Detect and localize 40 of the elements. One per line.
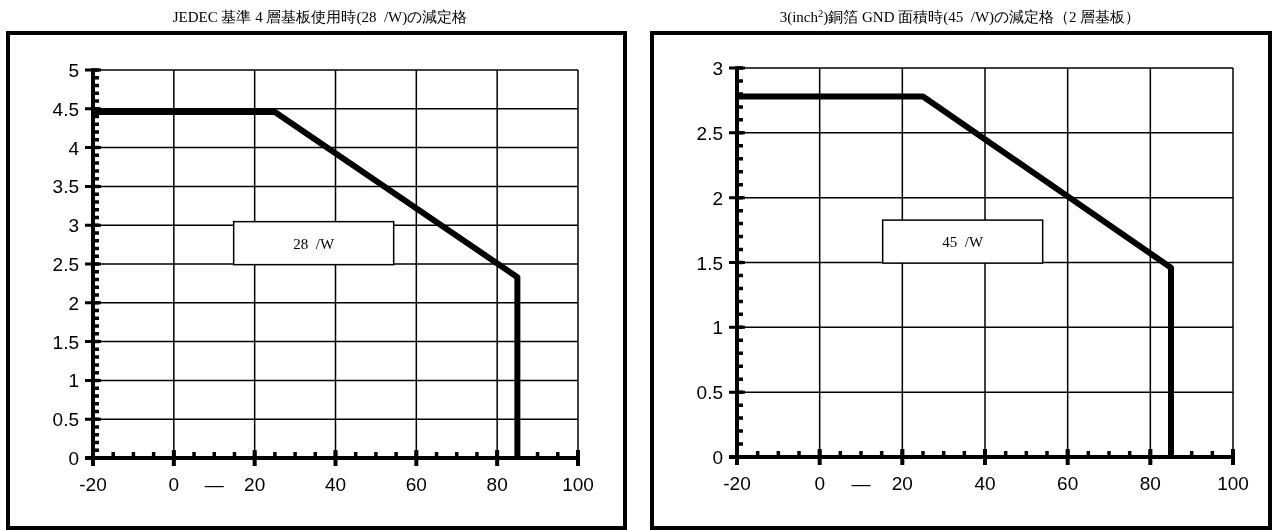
annotation: 28 /W (293, 235, 335, 252)
y-tick-label: 0 (712, 447, 723, 468)
y-tick-label: 3 (712, 58, 723, 79)
x-tick-label: 100 (562, 474, 594, 495)
x-tick-label: 60 (1057, 473, 1079, 494)
x-tick-label: 0 (168, 474, 180, 495)
x-tick-label: ― (851, 473, 871, 494)
chart-title: 3(inch$^{2}$)銅箔 GND 面積時(45 /W)の減定格（2 層基板） (779, 7, 1141, 26)
y-tick-label: 1.5 (52, 331, 79, 353)
x-tick-label: 40 (324, 474, 347, 495)
annotation-box: 45 /W (881, 219, 1044, 264)
x-tick-label: 80 (486, 474, 508, 495)
x-tick-label: 80 (1139, 473, 1161, 494)
y-tick-label: 0 (68, 448, 79, 469)
x-tick-label: 0 (814, 473, 825, 494)
y-tick-label: 1 (68, 370, 79, 392)
y-tick-label: 5 (68, 60, 79, 81)
x-tick-label: -20 (723, 473, 751, 494)
y-tick-label: 2 (68, 292, 79, 314)
x-tick-label: 20 (891, 473, 913, 494)
y-tick-label: 1 (712, 317, 723, 339)
x-tick-label: 100 (1217, 473, 1249, 494)
annotation: 45 /W (942, 234, 984, 251)
x-tick-label: 60 (405, 474, 427, 495)
y-tick-label: 4.5 (52, 98, 79, 120)
y-tick-label: 4 (68, 137, 80, 159)
y-tick-label: 2.5 (696, 122, 723, 144)
y-tick-label: 0.5 (696, 382, 723, 404)
y-tick-label: 3.5 (52, 176, 79, 198)
annotation-box: 28 /W (232, 220, 395, 266)
y-tick-label: 0.5 (52, 409, 79, 431)
y-tick-label: 2 (712, 187, 723, 209)
x-tick-label: ― (204, 474, 224, 495)
chart-title: JEDEC 基準 4 層基板使用時(28 /W)の減定格 (172, 9, 468, 26)
y-tick-label: 2.5 (52, 254, 79, 275)
x-tick-label: -20 (79, 474, 107, 495)
x-tick-label: 20 (244, 474, 266, 495)
x-tick-label: 40 (974, 473, 996, 494)
y-tick-label: 3 (68, 215, 79, 237)
y-tick-label: 1.5 (696, 252, 723, 274)
